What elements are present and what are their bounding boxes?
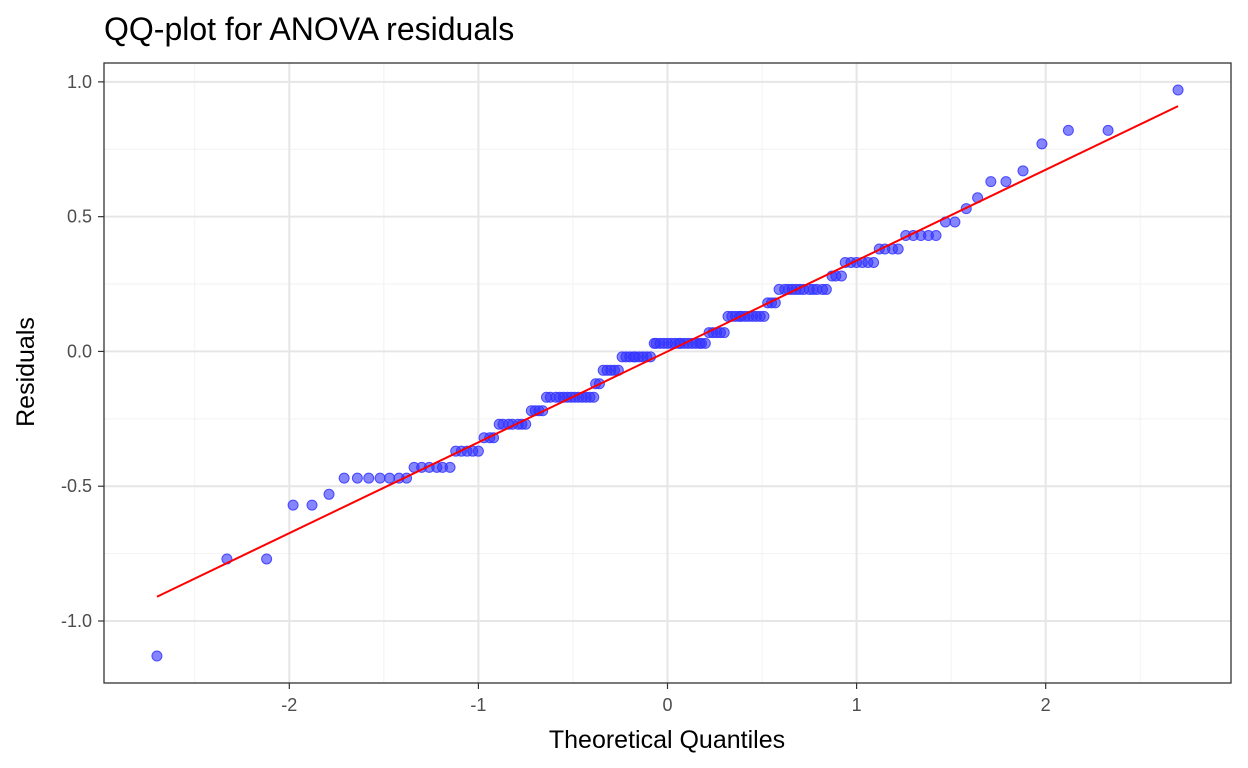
data-point (588, 391, 600, 403)
x-tick-label: 0 (662, 695, 672, 715)
data-point (323, 488, 335, 500)
data-point (384, 472, 396, 484)
y-tick-label: -0.5 (61, 476, 92, 496)
data-point (699, 337, 711, 349)
data-point (261, 553, 273, 565)
data-point (151, 650, 163, 662)
data-point (820, 283, 832, 295)
data-point (374, 472, 386, 484)
reference-line (156, 105, 1179, 598)
data-point (1172, 84, 1184, 96)
data-point (949, 216, 961, 228)
data-point (758, 310, 770, 322)
data-point (835, 270, 847, 282)
data-point (1000, 176, 1012, 188)
data-point (351, 472, 363, 484)
y-tick-label: -1.0 (61, 611, 92, 631)
data-point (868, 256, 880, 268)
data-point (718, 327, 730, 339)
data-point (287, 499, 299, 511)
plot-panel-border (103, 62, 1232, 684)
chart-title: QQ-plot for ANOVA residuals (104, 11, 514, 47)
y-tick-label: 1.0 (67, 72, 92, 92)
plot-area: -2 -1 0 1 2 -1.0 -0.5 0.0 0.5 1.0 (61, 62, 1232, 715)
data-point (1102, 124, 1114, 136)
y-tick-label: 0.0 (67, 341, 92, 361)
data-point (985, 176, 997, 188)
y-axis-title: Residuals (12, 317, 40, 427)
x-tick-label: -1 (470, 695, 486, 715)
data-point (306, 499, 318, 511)
x-tick-label: 2 (1041, 695, 1051, 715)
data-point (1036, 138, 1048, 150)
data-point (1062, 124, 1074, 136)
data-point (444, 461, 456, 473)
x-axis-title: Theoretical Quantiles (549, 726, 785, 754)
data-point (930, 230, 942, 242)
y-tick-label: 0.5 (67, 207, 92, 227)
x-tick-label: 1 (852, 695, 862, 715)
data-point (338, 472, 350, 484)
data-point (363, 472, 375, 484)
x-tick-label: -2 (281, 695, 297, 715)
data-point (1017, 165, 1029, 177)
data-point (892, 243, 904, 255)
data-point (472, 445, 484, 457)
